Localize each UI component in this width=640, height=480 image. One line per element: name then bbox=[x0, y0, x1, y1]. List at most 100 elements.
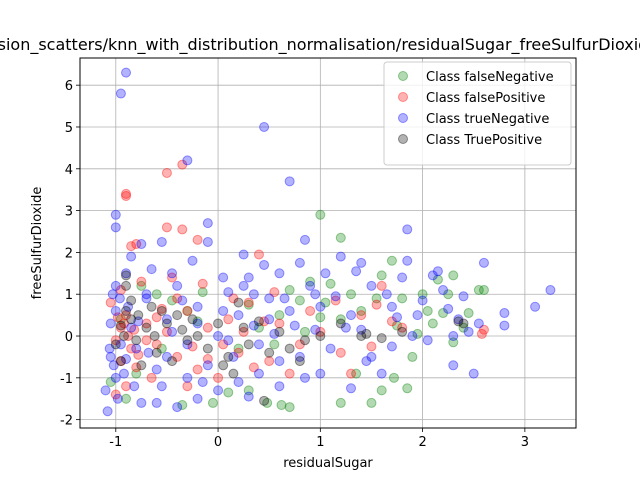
data-point bbox=[141, 289, 152, 300]
data-point bbox=[105, 297, 116, 308]
data-point bbox=[386, 255, 397, 266]
data-point bbox=[310, 324, 321, 335]
y-tick-label: 3 bbox=[65, 205, 73, 220]
data-point bbox=[392, 320, 403, 331]
legend-marker bbox=[398, 134, 408, 144]
data-point bbox=[110, 339, 121, 350]
data-point bbox=[182, 305, 193, 316]
data-point bbox=[192, 393, 203, 404]
data-point bbox=[269, 339, 280, 350]
data-point bbox=[213, 372, 224, 383]
data-point bbox=[136, 360, 147, 371]
data-point bbox=[156, 381, 167, 392]
data-point bbox=[320, 268, 331, 279]
legend-marker bbox=[398, 71, 408, 81]
data-point bbox=[259, 316, 270, 327]
data-point bbox=[156, 343, 167, 354]
x-tick-label: 0 bbox=[214, 435, 222, 450]
data-point bbox=[356, 324, 367, 335]
data-point bbox=[161, 318, 172, 329]
data-point bbox=[126, 322, 137, 333]
data-point bbox=[361, 356, 372, 367]
data-point bbox=[299, 372, 310, 383]
data-point bbox=[114, 293, 125, 304]
data-point bbox=[417, 295, 428, 306]
series-group bbox=[105, 209, 489, 413]
data-point bbox=[248, 320, 259, 331]
data-point bbox=[335, 314, 346, 325]
data-point bbox=[131, 362, 142, 373]
data-point bbox=[253, 249, 264, 260]
data-point bbox=[115, 285, 126, 296]
data-point bbox=[146, 372, 157, 383]
data-point bbox=[121, 280, 132, 291]
data-point bbox=[233, 297, 244, 308]
series-group bbox=[105, 159, 489, 400]
data-point bbox=[407, 351, 418, 362]
data-point bbox=[202, 343, 213, 354]
data-point bbox=[115, 314, 126, 325]
data-point bbox=[443, 303, 454, 314]
data-point bbox=[294, 356, 305, 367]
data-point bbox=[202, 354, 213, 365]
data-point bbox=[376, 270, 387, 281]
data-point bbox=[207, 397, 218, 408]
data-point bbox=[161, 351, 172, 362]
data-point bbox=[110, 372, 121, 383]
data-point bbox=[121, 67, 132, 78]
series-group bbox=[100, 67, 556, 417]
data-point bbox=[233, 377, 244, 388]
data-point bbox=[243, 297, 254, 308]
data-point bbox=[112, 393, 123, 404]
data-point bbox=[161, 222, 172, 233]
y-axis-title: freeSulfurDioxide bbox=[30, 187, 45, 300]
data-point bbox=[269, 328, 280, 339]
data-point bbox=[218, 339, 229, 350]
data-point bbox=[366, 351, 377, 362]
data-point bbox=[143, 347, 154, 358]
data-point bbox=[223, 351, 234, 362]
data-point bbox=[197, 377, 208, 388]
data-point bbox=[412, 310, 423, 321]
data-point bbox=[141, 335, 152, 346]
data-point bbox=[376, 280, 387, 291]
data-point bbox=[356, 257, 367, 268]
data-point bbox=[192, 301, 203, 312]
data-point bbox=[151, 289, 162, 300]
data-point bbox=[438, 308, 449, 319]
data-point bbox=[253, 368, 264, 379]
data-point bbox=[253, 316, 264, 327]
data-point bbox=[126, 314, 137, 325]
data-point bbox=[167, 268, 178, 279]
data-point bbox=[133, 310, 144, 321]
data-point bbox=[284, 368, 295, 379]
data-point bbox=[108, 360, 119, 371]
data-point bbox=[182, 305, 193, 316]
data-point bbox=[172, 293, 183, 304]
data-point bbox=[167, 272, 178, 283]
data-point bbox=[274, 310, 285, 321]
data-point bbox=[151, 312, 162, 323]
data-point bbox=[202, 360, 213, 371]
data-point bbox=[233, 347, 244, 358]
data-point bbox=[284, 402, 295, 413]
data-point bbox=[107, 289, 118, 300]
data-point bbox=[346, 289, 357, 300]
data-point bbox=[233, 343, 244, 354]
data-point bbox=[274, 318, 285, 329]
data-point bbox=[356, 305, 367, 316]
data-point bbox=[315, 331, 326, 342]
data-point bbox=[259, 395, 270, 406]
data-point bbox=[136, 239, 147, 250]
data-point bbox=[118, 331, 129, 342]
x-tick-label: -1 bbox=[109, 435, 122, 450]
data-point bbox=[371, 293, 382, 304]
data-point bbox=[376, 368, 387, 379]
x-tick-label: 2 bbox=[418, 435, 426, 450]
data-point bbox=[386, 316, 397, 327]
data-point bbox=[141, 322, 152, 333]
data-point bbox=[121, 190, 132, 201]
data-point bbox=[238, 322, 249, 333]
data-point bbox=[294, 351, 305, 362]
y-tick-label: -2 bbox=[60, 414, 73, 429]
